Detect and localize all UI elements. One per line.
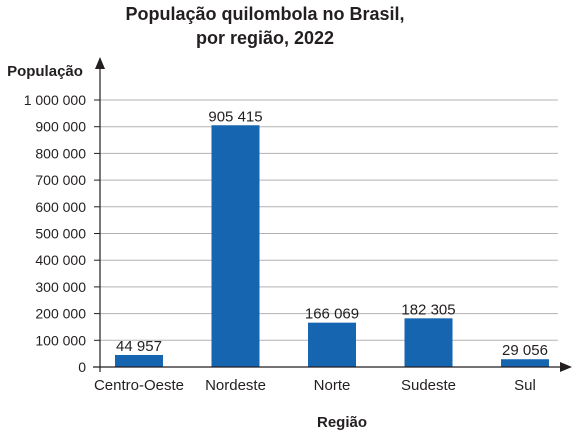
bar-sul bbox=[501, 359, 549, 367]
y-tick-label: 1 000 000 bbox=[24, 92, 86, 108]
y-axis-arrow bbox=[95, 57, 105, 69]
x-tick-label: Nordeste bbox=[205, 377, 266, 394]
y-tick-label: 100 000 bbox=[35, 332, 86, 348]
value-label: 905 415 bbox=[208, 108, 262, 125]
bar-nordeste bbox=[211, 125, 260, 367]
y-tick-label: 900 000 bbox=[35, 119, 86, 135]
y-tick-label: 500 000 bbox=[35, 226, 86, 242]
chart-title: População quilombola no Brasil, por regi… bbox=[0, 2, 530, 50]
chart-title-line1: População quilombola no Brasil, bbox=[125, 4, 405, 24]
axes bbox=[93, 57, 572, 372]
y-tick-label: 400 000 bbox=[35, 252, 86, 268]
y-tick-label: 700 000 bbox=[35, 172, 86, 188]
value-label: 44 957 bbox=[116, 338, 162, 355]
x-tick-labels: Centro-Oeste Nordeste Norte Sudeste Sul bbox=[94, 377, 536, 394]
value-label: 29 056 bbox=[502, 342, 548, 359]
bar-centro-oeste bbox=[115, 354, 163, 367]
x-tick-label: Norte bbox=[314, 377, 351, 394]
y-axis-title: População bbox=[7, 63, 83, 80]
y-tick-labels: 0 100 000 200 000 300 000 400 000 500 000 600 … bbox=[24, 92, 87, 375]
y-tick-label: 0 bbox=[78, 359, 86, 375]
grid-lines bbox=[94, 99, 558, 368]
x-axis-arrow bbox=[560, 362, 572, 372]
y-tick-label: 600 000 bbox=[35, 199, 86, 215]
y-tick-label: 300 000 bbox=[35, 279, 86, 295]
x-tick-label: Sudeste bbox=[401, 377, 456, 394]
x-axis-title: Região bbox=[317, 414, 367, 431]
value-labels: 44 957 905 415 166 069 182 305 29 056 bbox=[116, 108, 548, 359]
value-label: 182 305 bbox=[401, 301, 455, 318]
y-tick-label: 800 000 bbox=[35, 145, 86, 161]
bar-norte bbox=[308, 322, 356, 367]
value-label: 166 069 bbox=[305, 306, 359, 323]
bars bbox=[115, 125, 549, 367]
y-tick-label: 200 000 bbox=[35, 306, 86, 322]
x-tick-label: Sul bbox=[514, 377, 536, 394]
x-tick-label: Centro-Oeste bbox=[94, 377, 184, 394]
bar-sudeste bbox=[404, 318, 453, 367]
chart-title-line2: por região, 2022 bbox=[195, 28, 335, 48]
